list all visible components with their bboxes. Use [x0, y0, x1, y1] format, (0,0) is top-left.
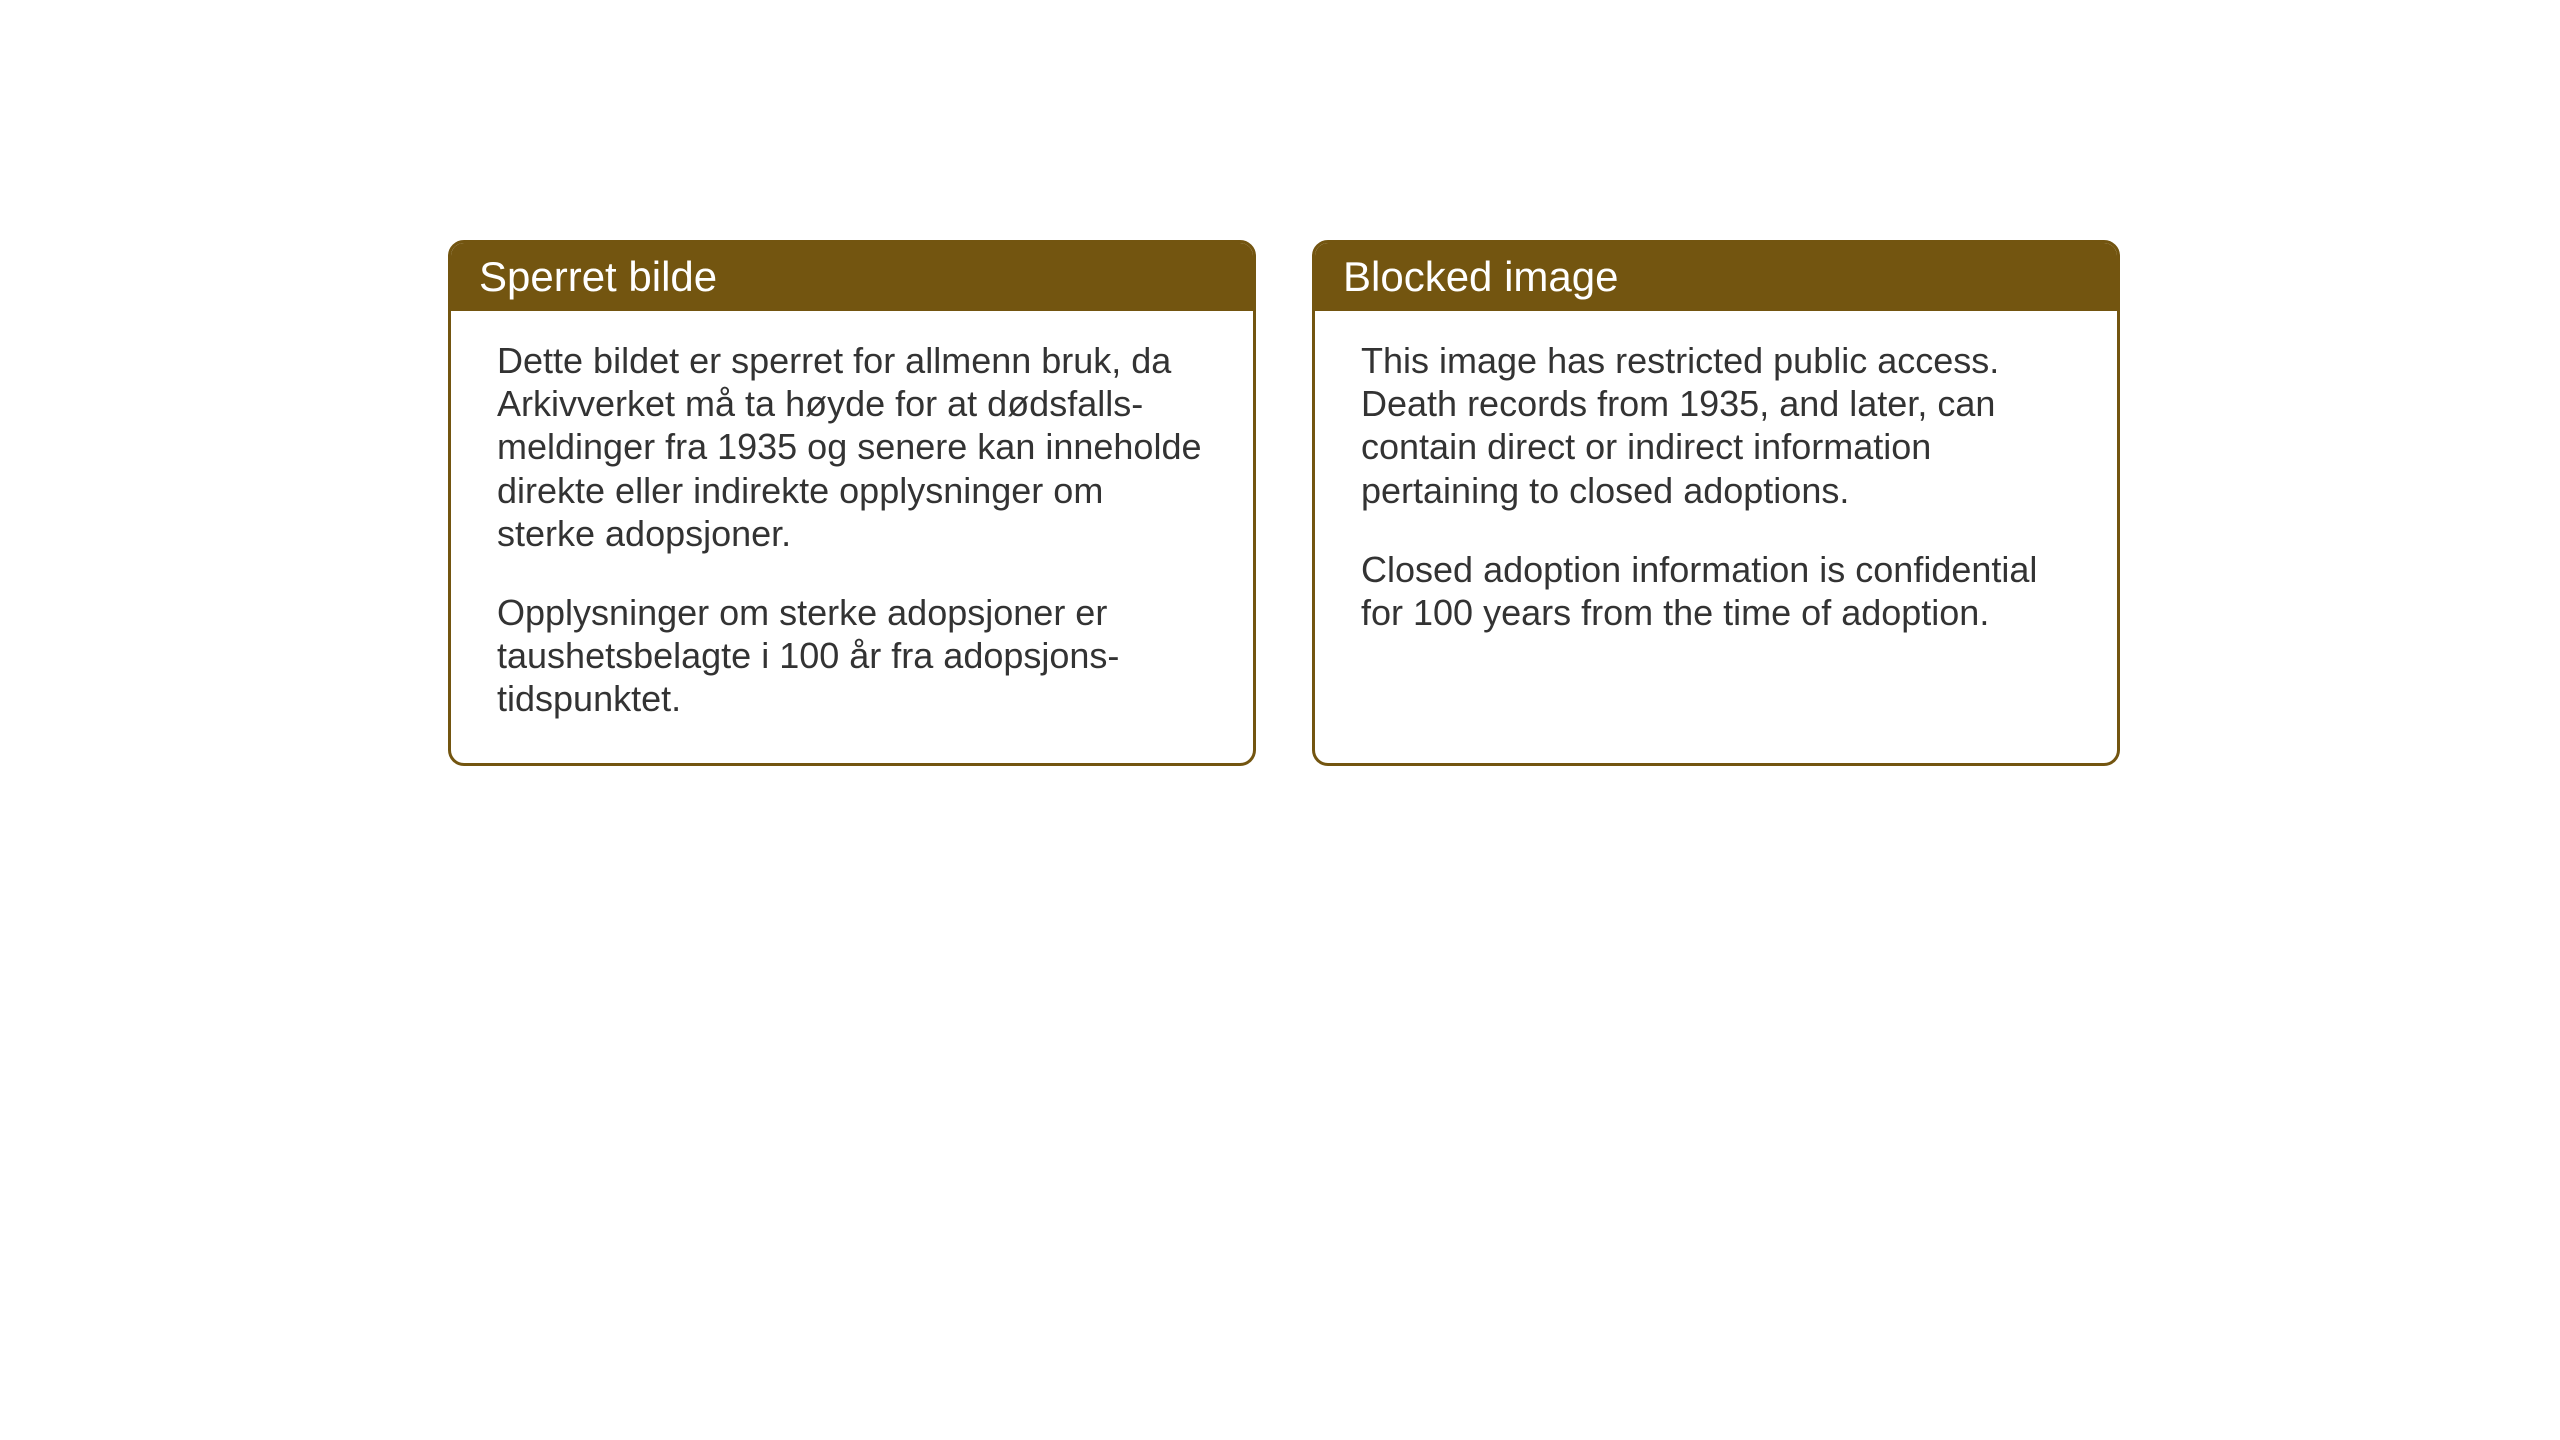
notice-cards-container: Sperret bilde Dette bildet er sperret fo… — [448, 240, 2120, 766]
english-card-title: Blocked image — [1343, 253, 1618, 300]
norwegian-card-header: Sperret bilde — [451, 243, 1253, 311]
norwegian-paragraph-2: Opplysninger om sterke adopsjoner er tau… — [497, 591, 1207, 721]
norwegian-notice-card: Sperret bilde Dette bildet er sperret fo… — [448, 240, 1256, 766]
english-card-header: Blocked image — [1315, 243, 2117, 311]
norwegian-card-title: Sperret bilde — [479, 253, 717, 300]
english-paragraph-2: Closed adoption information is confident… — [1361, 548, 2071, 634]
english-card-body: This image has restricted public access.… — [1315, 311, 2117, 751]
english-notice-card: Blocked image This image has restricted … — [1312, 240, 2120, 766]
norwegian-card-body: Dette bildet er sperret for allmenn bruk… — [451, 311, 1253, 763]
norwegian-paragraph-1: Dette bildet er sperret for allmenn bruk… — [497, 339, 1207, 555]
english-paragraph-1: This image has restricted public access.… — [1361, 339, 2071, 512]
